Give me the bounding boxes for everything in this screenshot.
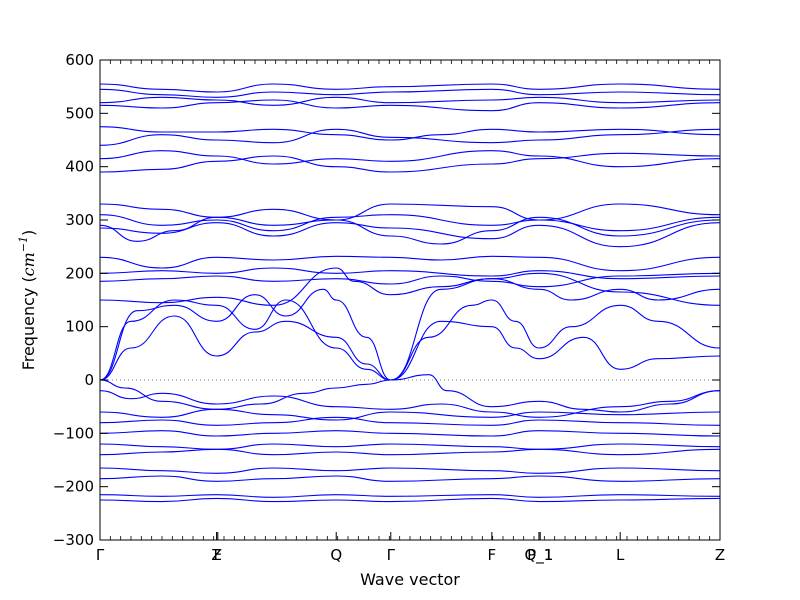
- band-curve-26: [99, 416, 721, 426]
- band-curve-16: [99, 222, 721, 248]
- band-curve-31: [99, 467, 721, 474]
- x-tick-label: Γ: [96, 546, 105, 564]
- y-axis-title-open-paren: (: [19, 276, 38, 287]
- y-tick-label: 0: [84, 371, 94, 389]
- plot-frame: [99, 59, 721, 541]
- x-tick-label: P_1: [527, 546, 553, 565]
- band-curve-5: [390, 299, 721, 381]
- band-curve-13: [99, 203, 721, 221]
- x-ticks: Γ ZF Q Γ F Q_1P_1 L Z: [96, 532, 725, 565]
- band-curve-24: [99, 99, 721, 112]
- band-curve-17: [99, 126, 721, 141]
- x-axis-title: Wave vector: [360, 570, 460, 589]
- band-curve-18: [99, 128, 721, 146]
- y-axis-title-unit-exp: −1: [17, 236, 30, 252]
- x-tick-label: Z: [715, 546, 725, 564]
- y-tick-label: 500: [65, 104, 94, 122]
- y-ticks: −300 −200 −100 0 100 200 300 400 500 600: [53, 51, 720, 549]
- y-tick-label: 200: [65, 264, 94, 282]
- y-axis-title-unit: cm: [19, 252, 38, 276]
- band-curve-32: [99, 475, 721, 482]
- band-curve-25: [99, 408, 721, 421]
- y-tick-label: 600: [65, 51, 94, 69]
- band-curve-29: [99, 443, 721, 450]
- x-tick-label: Q: [330, 546, 342, 564]
- band-curve-19: [99, 150, 721, 168]
- dispersion-curves: [99, 83, 721, 503]
- band-curve-33: [99, 494, 721, 498]
- y-tick-label: 300: [65, 211, 94, 229]
- y-axis-title-main: Frequency: [19, 288, 38, 371]
- x-tick-label: Q_1: [525, 546, 554, 565]
- band-curve-28: [99, 390, 721, 418]
- x-tick-label: F: [213, 546, 222, 564]
- band-curve-4: [99, 288, 391, 381]
- band-curve-1: [99, 379, 391, 410]
- band-curve-7: [390, 374, 721, 413]
- band-curve-3: [99, 299, 391, 381]
- y-tick-label: −100: [53, 424, 94, 442]
- y-tick-label: −200: [53, 478, 94, 496]
- plot-background: [100, 60, 720, 540]
- band-curve-23: [99, 96, 721, 106]
- band-curve-34: [99, 497, 721, 503]
- band-curve-15: [99, 214, 721, 232]
- band-curve-11: [99, 255, 721, 272]
- band-curve-21: [99, 83, 721, 93]
- y-axis-title: Frequency (cm−1): [17, 230, 38, 371]
- band-curve-27: [99, 430, 721, 437]
- x-tick-label: Z: [211, 546, 221, 564]
- band-curve-22: [99, 88, 721, 98]
- band-curve-9: [99, 272, 721, 288]
- x-tick-label: L: [616, 546, 625, 564]
- band-curve-8: [390, 278, 721, 381]
- y-tick-label: −300: [53, 531, 94, 549]
- x-tick-label: F: [488, 546, 497, 564]
- band-curve-10: [99, 267, 721, 306]
- y-axis-title-close-paren: ): [19, 230, 38, 236]
- band-curve-20: [99, 152, 721, 173]
- band-curve-6: [390, 320, 721, 381]
- x-tick-label: Γ: [387, 546, 396, 564]
- y-tick-label: 100: [65, 318, 94, 336]
- band-curve-2: [99, 315, 391, 381]
- band-curve-30: [99, 448, 721, 456]
- y-tick-label: 400: [65, 158, 94, 176]
- band-curve-12: [99, 267, 721, 280]
